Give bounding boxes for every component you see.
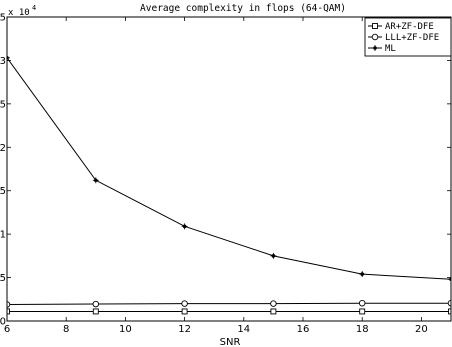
y-tick-label: 1.5 — [0, 186, 6, 197]
data-point — [181, 300, 188, 307]
legend-marker — [372, 45, 378, 51]
x-tick-label: 12 — [178, 324, 191, 335]
x-tick-label: 16 — [297, 324, 310, 335]
x-tick-label: 6 — [4, 324, 10, 335]
x-tick-label: 18 — [356, 324, 369, 335]
y-tick-label: 2.5 — [0, 99, 6, 110]
data-point — [92, 308, 99, 315]
data-point — [448, 308, 451, 315]
y-tick-label: 1 — [0, 230, 6, 241]
x-tick-label: 10 — [119, 324, 132, 335]
series-line-ml — [7, 57, 451, 280]
data-point — [270, 308, 277, 315]
y-tick-label: 0 — [0, 317, 6, 328]
y-tick-label: 2 — [0, 143, 6, 154]
data-point — [359, 308, 366, 315]
y-tick-label: 0.5 — [0, 273, 6, 284]
data-point — [92, 177, 99, 184]
data-point — [7, 301, 11, 308]
chart-title: Average complexity in flops (64-QAM) — [140, 3, 346, 14]
data-point — [270, 252, 277, 259]
data-point — [359, 271, 366, 278]
data-point — [181, 308, 188, 315]
y-tick-label: 3.5 — [0, 13, 6, 24]
x-tick-label: 20 — [415, 324, 428, 335]
x-tick-label: 14 — [237, 324, 250, 335]
x-axis-label: SNR — [220, 337, 241, 347]
legend-label: ML — [385, 44, 396, 54]
data-point — [7, 308, 10, 315]
legend-label: AR+ZF-DFE — [385, 22, 434, 32]
y-tick-label: 3 — [0, 56, 6, 67]
legend-label: LLL+ZF-DFE — [385, 33, 439, 43]
series-line-lll-zf-dfe — [7, 302, 451, 305]
plot-layer — [7, 54, 451, 315]
data-point — [92, 300, 100, 308]
data-point — [358, 299, 366, 307]
plot-frame — [6, 16, 452, 322]
x-tick-label: 8 — [63, 324, 69, 335]
data-point — [181, 223, 188, 230]
legend-marker — [371, 33, 379, 41]
y-axis-exponent-base: x 10 — [8, 8, 30, 18]
axis-layer: 6 8 10 12 14 16 18 20 0 0.5 1 1.5 2 2.5 3 3.5 — [0, 13, 452, 335]
series-group — [7, 54, 451, 315]
data-point — [447, 299, 451, 307]
legend-marker — [372, 23, 378, 29]
y-axis-exponent-power: 4 — [32, 4, 36, 12]
data-point — [270, 300, 277, 307]
